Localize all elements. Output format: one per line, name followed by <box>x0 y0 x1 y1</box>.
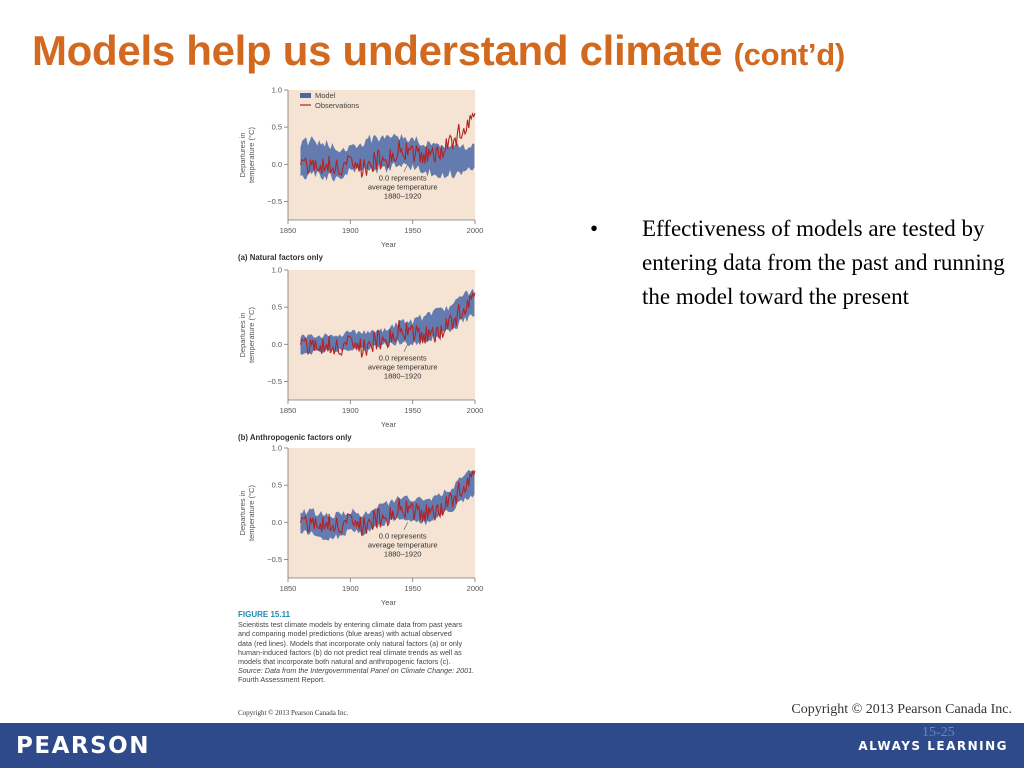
y-axis-label: Departures in <box>238 312 247 357</box>
panel-title: (a) Natural factors only <box>238 253 324 262</box>
y-tick-label: −0.5 <box>267 555 282 564</box>
figure-caption-text: Scientists test climate models by enteri… <box>238 620 490 684</box>
pearson-footer: PEARSON 15-25 ALWAYS LEARNING <box>0 723 1024 768</box>
x-axis-label: Year <box>381 240 397 249</box>
x-tick-label: 1850 <box>280 584 297 593</box>
annotation-text: 1880–1920 <box>384 372 422 381</box>
x-tick-label: 2000 <box>467 226 484 235</box>
model-band <box>300 133 475 182</box>
annotation-text: 0.0 represents <box>379 532 427 541</box>
figure-copyright: Copyright © 2013 Pearson Canada Inc. <box>238 709 349 717</box>
x-tick-label: 1900 <box>342 406 359 415</box>
climate-charts: −0.5 0.0 0.5 1.0 1850 1900 1950 2000 Year Departu… <box>238 86 484 608</box>
slide-number: 15-25 <box>922 725 955 740</box>
observations-line <box>299 470 476 536</box>
x-tick-label: 1900 <box>342 584 359 593</box>
annotation-text: average temperature <box>368 363 438 372</box>
chart-panel-2: −0.5 0.0 0.5 1.0 1850 1900 1950 2000 Year Departu… <box>238 266 483 443</box>
y-tick-label: 0.0 <box>272 340 282 349</box>
y-tick-label: 0.5 <box>272 481 282 490</box>
panel-title: (b) Anthropogenic factors only <box>238 433 352 442</box>
y-tick-label: −0.5 <box>267 377 282 386</box>
x-tick-label: 1950 <box>404 584 421 593</box>
figure-caption-line: data (red lines). Models that incorporat… <box>238 638 463 648</box>
bullet-list: • Effectiveness of models are tested by e… <box>590 212 1010 314</box>
always-learning-tagline: ALWAYS LEARNING <box>858 739 1008 753</box>
y-tick-label: 0.5 <box>272 303 282 312</box>
annotation-text: 0.0 represents <box>379 174 427 183</box>
x-tick-label: 2000 <box>467 406 484 415</box>
figure-caption-line: Source: Data from the Intergovernmental … <box>238 666 475 676</box>
x-tick-label: 1850 <box>280 406 297 415</box>
y-axis-label: temperature (°C) <box>247 307 256 363</box>
slide-copyright: Copyright © 2013 Pearson Canada Inc. <box>791 702 1012 717</box>
y-tick-label: 0.0 <box>272 160 282 169</box>
x-tick-label: 2000 <box>467 584 484 593</box>
y-axis-label: temperature (°C) <box>247 127 256 183</box>
slide-title: Models help us understand climate (cont’… <box>32 28 845 78</box>
annotation-pointer <box>403 344 408 352</box>
bullet-text: Effectiveness of models are tested by en… <box>642 216 1005 309</box>
pearson-logo: PEARSON <box>16 733 150 759</box>
y-tick-label: −0.5 <box>267 197 282 206</box>
annotation-text: average temperature <box>368 541 438 550</box>
annotation-text: average temperature <box>368 183 438 192</box>
y-tick-label: 1.0 <box>272 444 282 453</box>
figure-caption: FIGURE 15.11 Scientists test climate mod… <box>238 610 490 685</box>
model-band <box>300 288 475 355</box>
figure-label: FIGURE 15.11 <box>238 610 291 619</box>
annotation-text: 1880–1920 <box>384 192 422 201</box>
x-tick-label: 1850 <box>280 226 297 235</box>
figure-caption-line: models that incorporate both natural and… <box>238 657 451 667</box>
y-tick-label: 1.0 <box>272 86 282 95</box>
x-tick-label: 1950 <box>404 226 421 235</box>
figure-caption-line: and comparing model predictions (blue ar… <box>238 629 452 639</box>
slide-title-main: Models help us understand climate <box>32 27 723 74</box>
x-tick-label: 1950 <box>404 406 421 415</box>
y-axis-label: Departures in <box>238 132 247 177</box>
y-tick-label: 0.5 <box>272 123 282 132</box>
legend-model-swatch <box>300 93 311 98</box>
chart-panel-1: −0.5 0.0 0.5 1.0 1850 1900 1950 2000 Year Departu… <box>238 86 483 263</box>
legend-observations-label: Observations <box>315 101 359 110</box>
annotation-pointer <box>403 164 408 172</box>
y-tick-label: 0.0 <box>272 518 282 527</box>
slide-title-suffix: (cont’d) <box>733 37 846 72</box>
bullet-item: • Effectiveness of models are tested by e… <box>590 212 1010 314</box>
y-tick-label: 1.0 <box>272 266 282 275</box>
bullet-marker: • <box>590 216 599 241</box>
x-axis-label: Year <box>381 420 397 429</box>
observations-line <box>299 292 476 358</box>
figure-caption-line: Fourth Assessment Report. <box>238 675 326 685</box>
legend-model-label: Model <box>315 91 336 100</box>
y-axis-label: temperature (°C) <box>247 485 256 541</box>
annotation-text: 1880–1920 <box>384 550 422 559</box>
figure-caption-line: Scientists test climate models by enteri… <box>238 620 463 630</box>
annotation-text: 0.0 represents <box>379 354 427 363</box>
annotation-pointer <box>403 522 408 530</box>
chart-panel-3: −0.5 0.0 0.5 1.0 1850 1900 1950 2000 Year Departu… <box>238 444 484 608</box>
x-axis-label: Year <box>381 598 397 607</box>
observations-line <box>299 112 476 178</box>
x-tick-label: 1900 <box>342 226 359 235</box>
climate-model-figure: −0.5 0.0 0.5 1.0 1850 1900 1950 2000 Year Departu… <box>230 78 500 723</box>
y-axis-label: Departures in <box>238 490 247 535</box>
figure-caption-line: human-induced factors (b) do not predict… <box>238 647 462 657</box>
